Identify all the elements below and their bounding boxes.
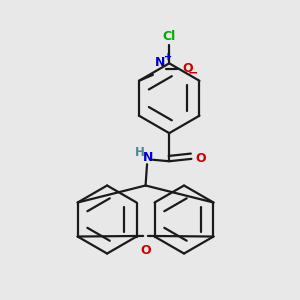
Text: H: H (135, 146, 145, 159)
Text: O: O (195, 152, 206, 165)
Text: +: + (164, 52, 172, 62)
Text: N: N (155, 56, 166, 69)
Text: N: N (143, 151, 153, 164)
Text: O: O (140, 244, 151, 257)
Text: −: − (188, 67, 198, 80)
Text: O: O (182, 62, 193, 75)
Text: Cl: Cl (163, 31, 176, 44)
